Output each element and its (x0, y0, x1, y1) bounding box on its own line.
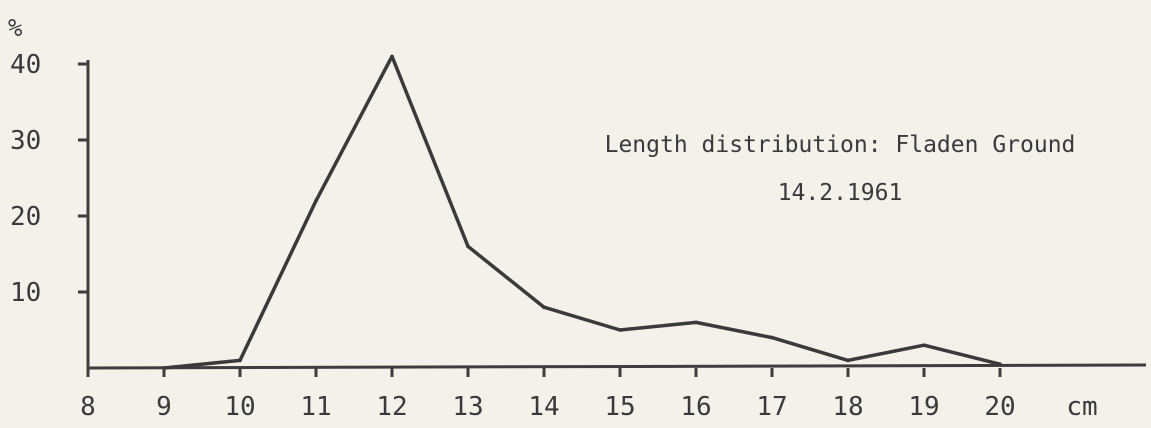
x-tick-label: 11 (300, 392, 331, 422)
data-point (694, 320, 698, 325)
x-tick-label: 20 (984, 392, 1015, 422)
y-tick-label: 30 (10, 126, 41, 156)
data-point (922, 343, 926, 348)
data-point (390, 54, 394, 59)
data-point (998, 362, 1002, 367)
data-point (466, 244, 470, 249)
data-point (162, 366, 166, 370)
x-tick-label: 17 (756, 392, 787, 422)
x-tick-label: 15 (604, 392, 635, 422)
chart-subtitle: 14.2.1961 (778, 180, 903, 206)
x-tick-label: 8 (80, 392, 96, 422)
data-point (846, 358, 850, 363)
x-tick-label: 16 (680, 392, 711, 422)
x-tick-label: 19 (908, 392, 939, 422)
x-tick-label: 18 (832, 392, 863, 422)
data-point (314, 199, 318, 203)
x-axis-unit-label: cm (1066, 392, 1097, 422)
data-series (162, 54, 1002, 370)
x-axis-ticks: 8 9 10 11 12 13 14 15 16 17 18 19 20 (80, 368, 1016, 422)
data-point (770, 335, 774, 340)
x-tick-label: 10 (224, 392, 255, 422)
data-point (238, 358, 242, 363)
series-line (162, 54, 1002, 370)
x-tick-label: 13 (452, 392, 483, 422)
y-tick-label: 40 (10, 50, 41, 80)
data-point (618, 328, 622, 332)
y-tick-label: 20 (10, 202, 41, 232)
x-tick-label: 9 (156, 392, 172, 422)
chart-title: Length distribution: Fladen Ground (605, 132, 1076, 158)
y-axis-ticks: 10 20 30 40 (10, 50, 88, 308)
data-point (542, 305, 546, 310)
x-tick-label: 12 (376, 392, 407, 422)
x-tick-label: 14 (528, 392, 559, 422)
y-tick-label: 10 (10, 278, 41, 308)
x-axis-line (87, 363, 1147, 370)
y-axis-label: % (8, 14, 23, 42)
